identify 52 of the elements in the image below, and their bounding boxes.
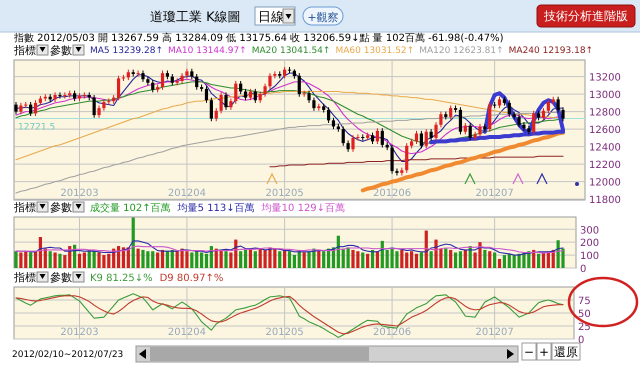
- y-tick-label: 12600: [589, 125, 621, 136]
- y-tick-label: 300: [580, 225, 600, 236]
- chart-title: 道瓊工業 K線圖: [150, 10, 241, 25]
- text: MA5 13239.28↑: [90, 46, 163, 56]
- x-tick-label: 201207: [476, 327, 514, 338]
- y-tick-label: 50: [578, 309, 591, 320]
- text: MA120 12623.81↑: [419, 46, 504, 56]
- x-tick-label: 201204: [168, 327, 206, 338]
- text: 指數 2012/05/03 開 13267.59 高 13284.09 低 13175.64 收 13206.59↓點 量 102百萬 -61.98(-0.47%): [13, 32, 504, 44]
- x-tick-label: 201206: [372, 327, 412, 338]
- y-tick-label: 75: [578, 296, 591, 307]
- x-tick-label: 201206: [372, 188, 412, 199]
- text: 還原: [554, 345, 578, 359]
- y-tick-label: 100: [580, 251, 600, 262]
- text: MA60 13031.52↑: [335, 46, 414, 56]
- text: MA10 13144.97↑: [168, 46, 247, 56]
- y-tick-label: 12800: [589, 108, 621, 119]
- text: MA240 12193.18↑: [508, 46, 594, 56]
- text: −: [524, 345, 534, 359]
- y-tick-label: 12200: [589, 160, 621, 172]
- series-label: 成交量 102↑百萬: [90, 202, 171, 214]
- y-tick-label: 13000: [589, 90, 621, 102]
- text: +: [538, 345, 550, 359]
- x-tick-label: 201207: [476, 188, 514, 199]
- y-tick-label: 11800: [589, 195, 621, 206]
- text: 指標: [13, 201, 36, 214]
- series-label: K9 81.25↓%: [90, 273, 153, 284]
- text: +觀察: [307, 11, 339, 24]
- text: 參數: [50, 271, 72, 284]
- x-tick-label: 201205: [266, 188, 304, 199]
- y-tick-label: 12400: [589, 142, 621, 154]
- text: 均量10 129↓百萬: [260, 202, 346, 214]
- x-tick-label: 201203: [60, 327, 99, 338]
- text: MA20 13041.54↑: [252, 46, 330, 56]
- text: 參數: [50, 201, 72, 214]
- text: 指標: [13, 271, 36, 284]
- y-tick-label: 13200: [589, 72, 621, 84]
- y-tick-label: 200: [580, 238, 600, 250]
- y-tick-label: 12000: [589, 178, 621, 189]
- text: 2012/02/10~2012/07/23: [12, 350, 124, 360]
- y-tick-label: 0: [580, 264, 586, 275]
- x-tick-label: 201204: [168, 188, 206, 199]
- x-tick-label: 201203: [60, 188, 99, 199]
- text: 指標: [13, 44, 36, 57]
- text: 參數: [50, 44, 72, 57]
- series-label: D9 80.97↑%: [160, 273, 224, 284]
- x-tick-label: 201205: [266, 327, 304, 338]
- text: 技術分析進階版: [543, 9, 628, 23]
- text: 均量5 113↓百萬: [176, 202, 255, 214]
- ref-line-label: 12721.5: [18, 122, 56, 132]
- y-tick-label: 0: [578, 335, 584, 346]
- text: 日線: [258, 10, 284, 25]
